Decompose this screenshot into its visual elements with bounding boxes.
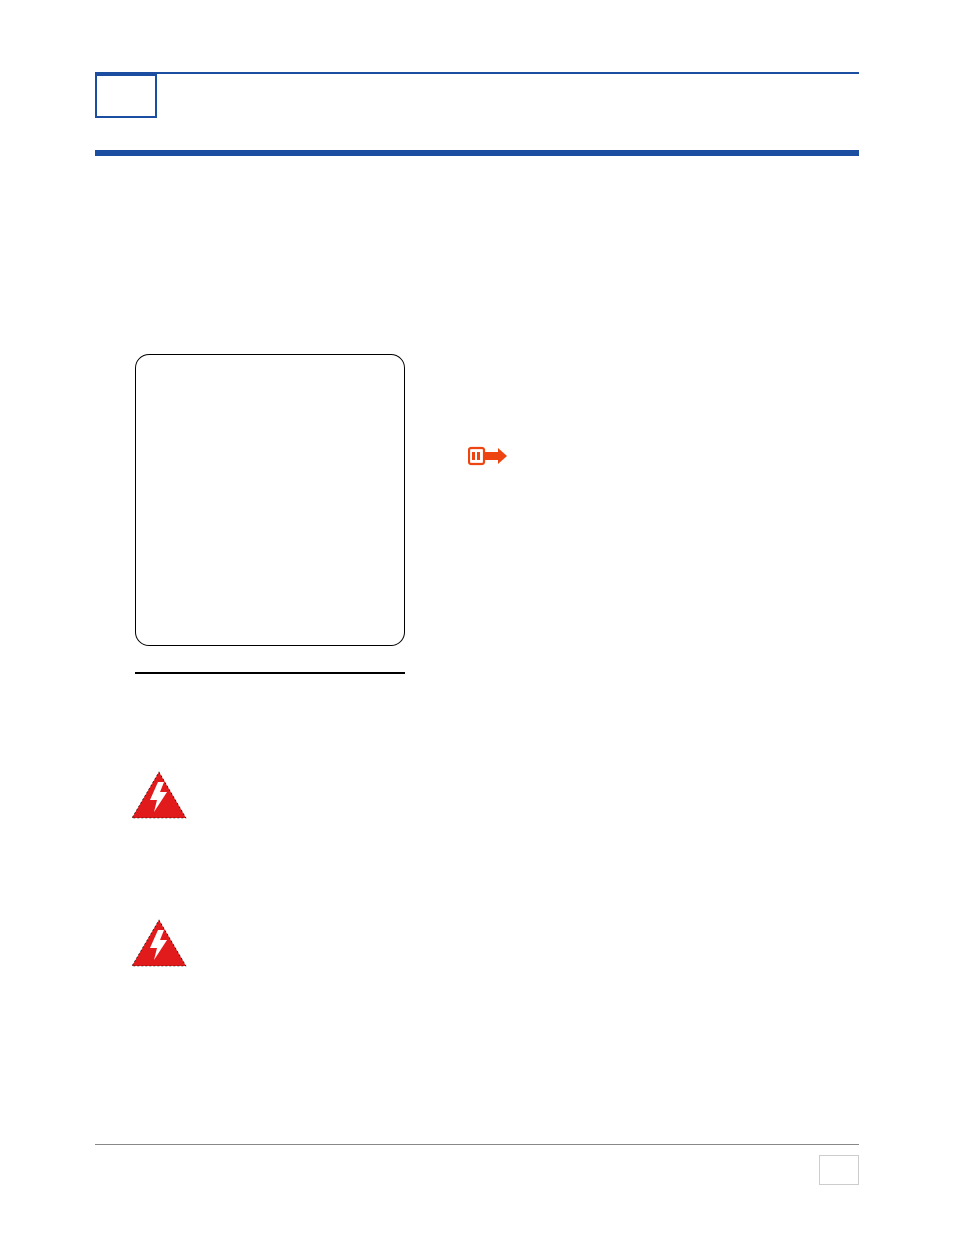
chapter-number-box: [95, 74, 157, 118]
manual-page: [0, 0, 954, 1235]
page-number-box: [819, 1155, 859, 1185]
header-top-rule: [95, 72, 859, 74]
footer-rule: [95, 1144, 859, 1145]
warning-electrical-icon: [130, 918, 188, 968]
warning-electrical-icon: [130, 770, 188, 820]
pointing-hand-icon: [468, 444, 508, 472]
figure-caption-rule: [135, 672, 405, 674]
header-thick-rule: [95, 150, 859, 156]
figure-frame: [135, 354, 405, 646]
